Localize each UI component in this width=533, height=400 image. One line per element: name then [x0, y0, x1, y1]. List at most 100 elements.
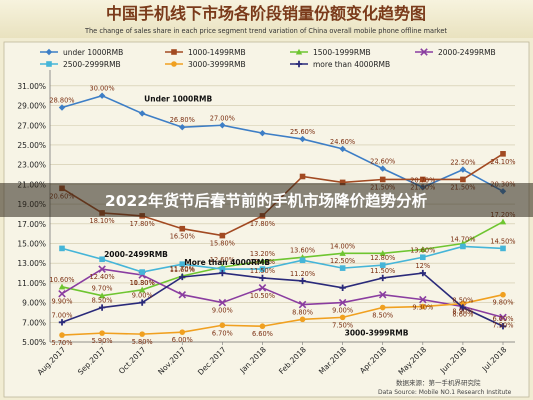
chart-subtitle: The change of sales share in each price …: [84, 27, 447, 35]
data-label: 20.70%: [410, 176, 435, 184]
data-label: 14.50%: [490, 237, 515, 245]
plot-frame: [3, 41, 530, 398]
data-point: [139, 269, 145, 275]
data-label: 13.60%: [290, 246, 315, 254]
data-label: 25.60%: [290, 128, 315, 136]
data-point: [338, 298, 347, 307]
data-point: [500, 291, 506, 298]
data-label: 9.30%: [412, 304, 433, 312]
header-band: [0, 0, 533, 38]
data-point: [99, 256, 105, 263]
data-point: [99, 330, 105, 336]
data-point: [459, 304, 467, 311]
data-label: 5.90%: [92, 337, 113, 345]
data-point: [259, 258, 266, 264]
data-label: 18.10%: [90, 217, 115, 225]
data-point: [218, 298, 227, 307]
source-label: 数据来源：第一手机界研究院: [396, 378, 481, 387]
data-label: 22.50%: [450, 159, 475, 167]
data-label: 8.90%: [452, 308, 473, 316]
data-point: [179, 273, 186, 281]
data-point: [379, 250, 386, 256]
data-point: [339, 179, 346, 186]
data-label: 11.20%: [290, 270, 315, 278]
data-label: 5.70%: [52, 339, 73, 347]
data-point: [459, 166, 467, 173]
data-point: [219, 266, 226, 272]
data-label: 24.60%: [330, 138, 355, 146]
data-label: 9.00%: [132, 292, 153, 300]
source-english: Data Source: Mobile NO.1 Research Instit…: [378, 389, 512, 396]
data-label: 6.60%: [252, 330, 273, 338]
data-label: 10.60%: [49, 276, 74, 284]
data-point: [58, 319, 66, 326]
data-label: 28.80%: [49, 97, 74, 105]
data-point: [379, 274, 386, 282]
data-point: [259, 323, 266, 330]
y-tick-label: 11.00%: [17, 279, 46, 288]
data-point: [58, 104, 66, 111]
y-tick-label: 31.00%: [17, 82, 46, 91]
data-point: [379, 262, 386, 268]
data-point: [58, 283, 66, 290]
data-point: [259, 266, 266, 272]
data-label: 22.60%: [370, 158, 395, 166]
series-group: [58, 92, 507, 338]
data-point: [299, 173, 306, 180]
data-label: 12.40%: [250, 258, 275, 266]
data-point: [499, 218, 507, 225]
data-label: 11.50%: [370, 267, 395, 275]
y-tick-label: 23.00%: [17, 161, 46, 170]
data-point: [499, 313, 507, 322]
data-point: [219, 232, 226, 239]
data-point: [219, 322, 226, 329]
data-point: [259, 274, 266, 282]
data-point: [58, 289, 66, 298]
data-point: [299, 277, 306, 285]
data-point: [379, 165, 386, 172]
data-label: 8.50%: [92, 297, 113, 305]
y-tick-label: 9.00%: [22, 299, 46, 308]
data-label: 14.70%: [450, 235, 475, 243]
data-label: 12%: [415, 262, 430, 270]
data-label: 9.80%: [493, 299, 514, 307]
data-label: 7.50%: [493, 321, 514, 329]
series-line: [61, 245, 504, 273]
y-tick-label: 13.00%: [17, 259, 46, 268]
annotation-text: More than 4000RMB: [184, 258, 270, 267]
data-point: [378, 290, 387, 299]
data-label: 5.80%: [132, 338, 153, 346]
data-point: [339, 314, 346, 321]
data-label: 6.70%: [212, 329, 233, 337]
data-point: [98, 292, 106, 299]
annotation-text: Under 1000RMB: [144, 94, 212, 103]
data-label: 17.80%: [250, 220, 275, 228]
data-point: [299, 257, 306, 264]
data-point: [460, 243, 466, 250]
data-point: [139, 331, 145, 337]
data-label: 12.60%: [210, 256, 235, 264]
data-label: 9.90%: [52, 298, 73, 306]
data-point: [98, 265, 106, 273]
data-point: [219, 269, 226, 277]
data-point: [460, 176, 466, 183]
data-point: [98, 92, 106, 99]
chart-title: 中国手机线下市场各阶段销量份额变化趋势图: [106, 4, 426, 23]
data-label: 11.70%: [170, 265, 195, 273]
data-label: 11.60%: [170, 266, 195, 274]
y-tick-label: 25.00%: [17, 141, 46, 150]
y-tick-label: 5.00%: [22, 338, 46, 347]
data-point: [259, 129, 266, 137]
data-point: [420, 48, 428, 56]
legend-label: 2000-2499RMB: [438, 48, 496, 57]
data-label: 13.60%: [410, 246, 435, 254]
data-point: [46, 61, 52, 67]
data-point: [339, 250, 346, 256]
data-label: 8.50%: [452, 297, 473, 305]
data-point: [138, 110, 146, 117]
data-label: 10.30%: [130, 279, 155, 287]
data-point: [339, 145, 346, 153]
data-label: 9.00%: [212, 307, 233, 315]
data-point: [460, 300, 466, 307]
legend: under 1000RMB 1000-1499RMB 1500-1999RMB 200…: [40, 48, 496, 69]
